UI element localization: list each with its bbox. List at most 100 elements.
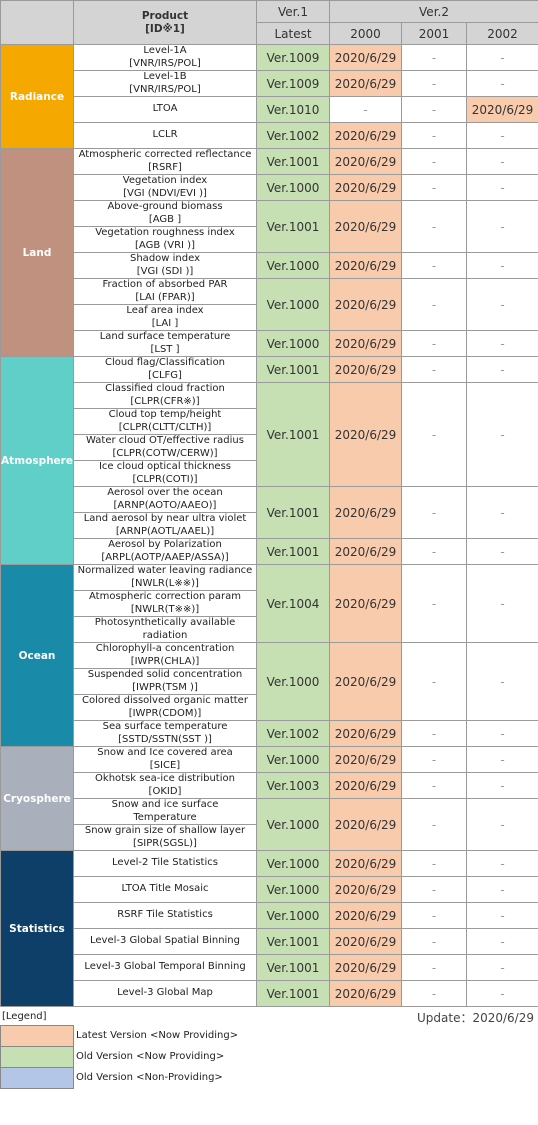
product-cell: Snow grain size of shallow layer [SIPR(SG… bbox=[73, 824, 257, 851]
table-row: Level-3 Global Spatial Binning Ver.1001 20… bbox=[1, 928, 538, 955]
table-row: Leaf area index [LAI ] bbox=[1, 304, 538, 331]
date-cell: 2020/6/29 bbox=[329, 122, 402, 149]
date-cell: 2020/6/29 bbox=[329, 70, 402, 97]
product-line: Level-1B bbox=[143, 71, 187, 83]
product-line: Vegetation roughness index bbox=[95, 227, 235, 239]
product-line: radiation bbox=[142, 629, 188, 641]
date-cell: - bbox=[465, 954, 538, 981]
table-row: Classified cloud fraction [CLPR(CFR※)] Ver… bbox=[1, 382, 538, 487]
legend-swatch bbox=[0, 1067, 74, 1089]
table-row: Cloud top temp/height [CLPR(CLTT/CLTH)] bbox=[1, 408, 538, 435]
product-line: [SSTD/SSTN(SST )] bbox=[118, 733, 212, 745]
date-cell: 2020/6/29 bbox=[329, 538, 402, 565]
product-cell: Water cloud OT/effective radius [CLPR(COT… bbox=[73, 434, 257, 461]
date-cell: 2020/6/29 bbox=[329, 954, 402, 981]
product-line: [AGB ] bbox=[148, 213, 182, 225]
product-line: LTOA Title Mosaic bbox=[121, 883, 209, 895]
table-row: Statistics Level-2 Tile Statistics Ver.100… bbox=[0, 850, 538, 1007]
date-cell: - bbox=[465, 278, 538, 331]
legend-title: [Legend] bbox=[2, 1011, 47, 1022]
product-cell: Fraction of absorbed PAR [LAI (FPAR)] bbox=[73, 278, 257, 305]
product-line: Photosynthetically available bbox=[94, 617, 236, 629]
corner bbox=[0, 0, 74, 45]
date-cell: - bbox=[401, 928, 467, 955]
product-line: [IWPR(TSM )] bbox=[132, 681, 198, 693]
date-cell: - bbox=[465, 174, 538, 201]
product-line: [NWLR(T※※)] bbox=[130, 603, 200, 615]
product-line: [ARPL(AOTP/AAEP/ASSA)] bbox=[101, 551, 229, 563]
latest-version: Ver.1000 bbox=[256, 174, 330, 201]
product-cell: Atmospheric correction param [NWLR(T※※)] bbox=[73, 590, 257, 617]
product-cell: Suspended solid concentration [IWPR(TSM )… bbox=[73, 668, 257, 695]
date-cell: - bbox=[401, 356, 467, 383]
date-cell: - bbox=[401, 382, 467, 487]
date-cell: 2020/6/29 bbox=[329, 746, 402, 773]
product-cell: Level-1B [VNR/IRS/POL] bbox=[73, 70, 257, 97]
date-cell: 2020/6/29 bbox=[329, 44, 402, 71]
table-row: Snow grain size of shallow layer [SIPR(SG… bbox=[1, 824, 538, 851]
date-cell: - bbox=[401, 642, 467, 721]
legend-swatch bbox=[0, 1025, 74, 1047]
date-cell: - bbox=[465, 330, 538, 357]
table-row: Fraction of absorbed PAR [LAI (FPAR)] Ver.… bbox=[1, 278, 538, 331]
product-cell: Chlorophyll-a concentration [IWPR(CHLA)] bbox=[73, 642, 257, 669]
category-cell: Statistics bbox=[0, 850, 74, 1007]
date-cell: - bbox=[401, 44, 467, 71]
product-line: Okhotsk sea-ice distribution bbox=[95, 773, 235, 785]
table-row: Ice cloud optical thickness [CLPR(COTI)] bbox=[1, 460, 538, 487]
table-row: Water cloud OT/effective radius [CLPR(COT… bbox=[1, 434, 538, 461]
latest-version: Ver.1001 bbox=[256, 486, 330, 539]
product-line: Atmospheric corrected reflectance bbox=[78, 149, 252, 161]
date-cell: - bbox=[465, 356, 538, 383]
product-line: Snow grain size of shallow layer bbox=[84, 825, 246, 837]
category-cell: Land bbox=[0, 148, 74, 357]
product-line: Colored dissolved organic matter bbox=[82, 695, 248, 707]
product-line: Leaf area index bbox=[126, 305, 204, 317]
product-line: Chlorophyll-a concentration bbox=[95, 643, 235, 655]
date-cell: - bbox=[401, 486, 467, 539]
latest-version: Ver.1001 bbox=[256, 356, 330, 383]
date-cell: - bbox=[465, 538, 538, 565]
date-cell: 2020/6/29 bbox=[329, 382, 402, 487]
latest-version: Ver.1004 bbox=[256, 564, 330, 643]
latest-version: Ver.1009 bbox=[256, 44, 330, 71]
product-line: Water cloud OT/effective radius bbox=[86, 435, 244, 447]
table-row: Level-3 Global Temporal Binning Ver.1001 2… bbox=[1, 954, 538, 981]
product-cell: Snow and Ice covered area [SICE] bbox=[73, 746, 257, 773]
table-row: LCLR Ver.1002 2020/6/29- - bbox=[1, 122, 538, 149]
product-line: [VGI (NDVI/EVI )] bbox=[123, 187, 207, 199]
latest-version: Ver.1000 bbox=[256, 252, 330, 279]
date-cell: 2020/6/29 bbox=[329, 772, 402, 799]
product-line: [LAI ] bbox=[151, 317, 179, 329]
latest-header: Latest bbox=[256, 22, 330, 45]
date-cell: - bbox=[465, 70, 538, 97]
product-cell: Above-ground biomass [AGB ] bbox=[73, 200, 257, 227]
date-cell: 2020/6/29 bbox=[329, 174, 402, 201]
product-cell: Cloud flag/Classification [CLFG] bbox=[73, 356, 257, 383]
product-cell: Cloud top temp/height [CLPR(CLTT/CLTH)] bbox=[73, 408, 257, 435]
product-line: [CLFG] bbox=[148, 369, 182, 381]
date-cell: - bbox=[401, 122, 467, 149]
table-row: Atmospheric correction param [NWLR(T※※)] bbox=[1, 590, 538, 617]
legend-label: Old Version <Non-Providing> bbox=[76, 1072, 223, 1083]
product-line: [SIPR(SGSL)] bbox=[133, 837, 197, 849]
latest-version: Ver.1001 bbox=[256, 928, 330, 955]
date-cell: - bbox=[465, 382, 538, 487]
ver2-header: Ver.2 bbox=[328, 0, 538, 23]
table-row: Ocean Normalized water leaving radiance [N… bbox=[0, 564, 538, 747]
product-line: Suspended solid concentration bbox=[87, 669, 243, 681]
product-line: LCLR bbox=[152, 129, 178, 141]
product-title: Product bbox=[141, 9, 189, 22]
latest-version: Ver.1001 bbox=[256, 148, 330, 175]
latest-version: Ver.1009 bbox=[256, 70, 330, 97]
latest-version: Ver.1001 bbox=[256, 954, 330, 981]
product-line: Ice cloud optical thickness bbox=[98, 461, 232, 473]
latest-version: Ver.1000 bbox=[256, 330, 330, 357]
date-cell: 2020/6/29 bbox=[465, 96, 538, 123]
date-cell: - bbox=[465, 902, 538, 929]
product-cell: Atmospheric corrected reflectance [RSRF] bbox=[73, 148, 257, 175]
table-row: LTOA Ver.1010- -2020/6/29 bbox=[1, 96, 538, 123]
product-cell: Colored dissolved organic matter [IWPR(CD… bbox=[73, 694, 257, 721]
product-line: [IWPR(CDOM)] bbox=[128, 707, 202, 719]
